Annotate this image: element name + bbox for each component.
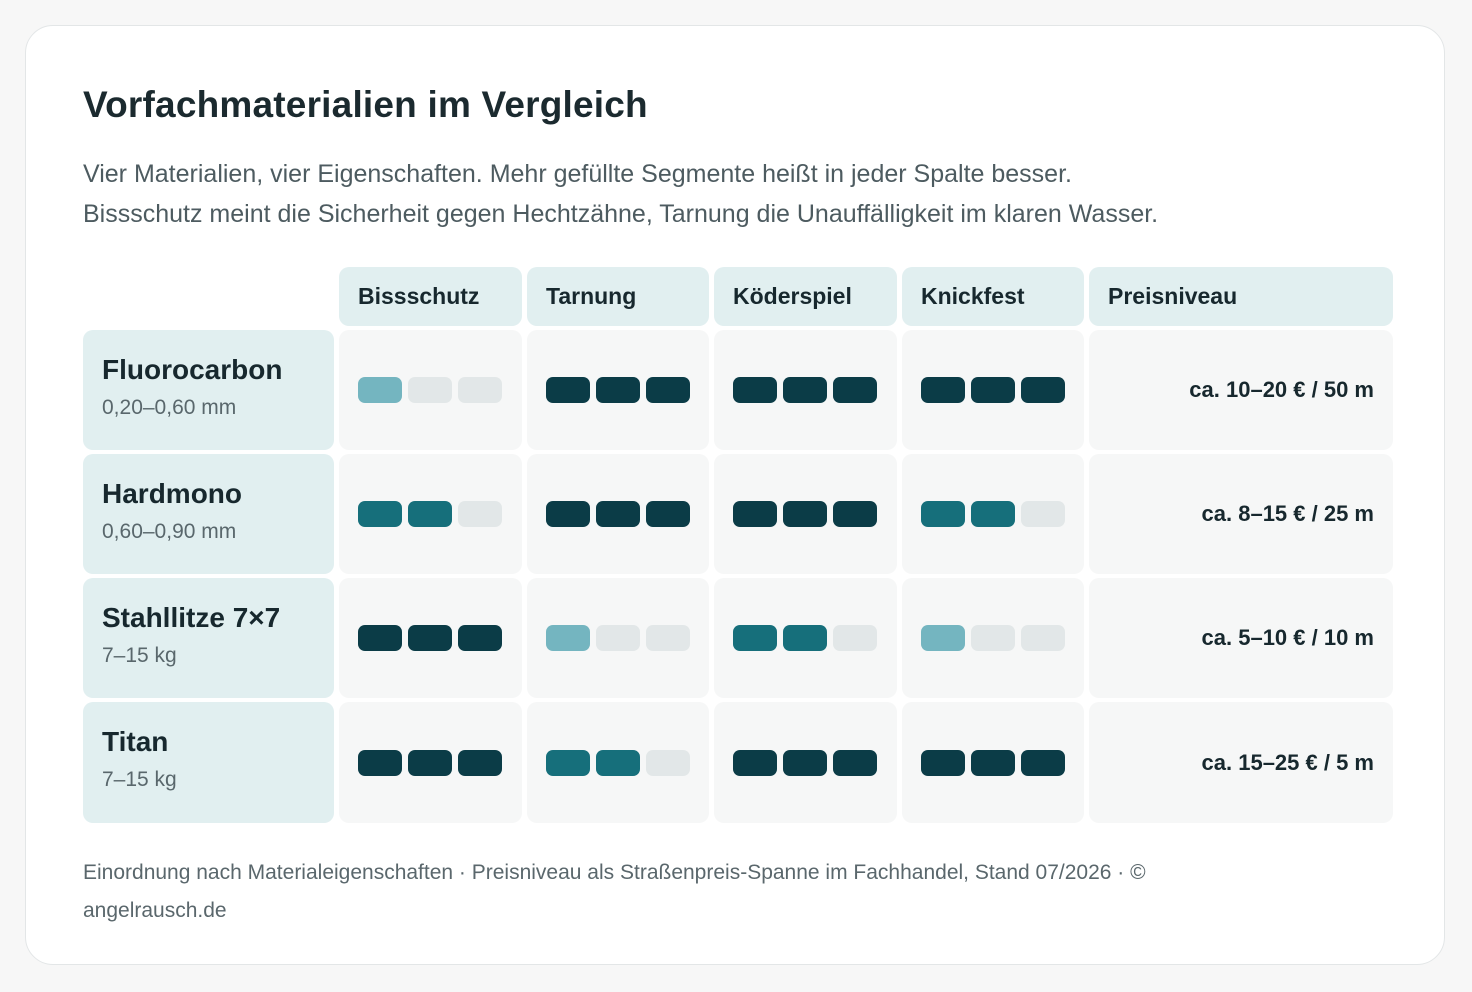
row-label: Hardmono 0,60–0,90 mm	[83, 454, 334, 574]
rating-segment-filled	[458, 625, 502, 651]
column-header: Köderspiel	[714, 267, 897, 326]
rating-cell	[902, 702, 1084, 823]
rating-cell	[339, 454, 522, 574]
subtitle-line: Vier Materialien, vier Eigenschaften. Me…	[83, 160, 1072, 188]
rating-segment-filled	[971, 501, 1015, 527]
rating-segment-filled	[733, 625, 777, 651]
rating-cell	[339, 702, 522, 823]
column-header: Bissschutz	[339, 267, 522, 326]
rating-segment-empty	[646, 625, 690, 651]
rating-segment-filled	[358, 625, 402, 651]
rating-segment-filled	[921, 749, 965, 776]
rating-segment-filled	[833, 749, 877, 776]
price-value: ca. 15–25 € / 5 m	[1089, 702, 1393, 823]
rating-segment-empty	[1021, 501, 1065, 527]
rating-segment-filled	[408, 625, 452, 651]
column-header: Knickfest	[902, 267, 1084, 326]
material-name: Titan	[102, 726, 169, 757]
rating-segment-filled	[358, 377, 402, 403]
rating-segment-filled	[646, 501, 690, 527]
comparison-card: Vorfachmaterialien im Vergleich Vier Mat…	[25, 25, 1445, 965]
rating-segment-filled	[358, 501, 402, 527]
subtitle-line: Bissschutz meint die Sicherheit gegen He…	[83, 200, 1159, 228]
rating-cell	[902, 454, 1084, 574]
rating-cell	[902, 578, 1084, 698]
rating-cell	[902, 330, 1084, 450]
column-header: Tarnung	[527, 267, 709, 326]
rating-segment-empty	[646, 749, 690, 776]
rating-cell	[339, 578, 522, 698]
corner-cell	[83, 267, 334, 326]
rating-segment-filled	[921, 377, 965, 403]
rating-segment-empty	[408, 377, 452, 403]
rating-segment-filled	[546, 625, 590, 651]
rating-cell	[527, 330, 709, 450]
material-spec: 0,60–0,90 mm	[102, 520, 237, 543]
rating-cell	[527, 578, 709, 698]
comparison-table: Bissschutz Tarnung Köderspiel Knickfest Prei…	[83, 267, 1393, 823]
rating-segment-filled	[733, 377, 777, 403]
rating-cell	[714, 454, 897, 574]
material-spec: 7–15 kg	[102, 644, 177, 667]
rating-segment-filled	[546, 749, 590, 776]
rating-segment-filled	[596, 377, 640, 403]
rating-segment-filled	[596, 749, 640, 776]
material-name: Fluorocarbon	[102, 354, 283, 385]
price-value: ca. 5–10 € / 10 m	[1089, 578, 1393, 698]
rating-segment-filled	[1021, 377, 1065, 403]
rating-segment-filled	[783, 749, 827, 776]
rating-segment-filled	[921, 625, 965, 651]
column-header: Preisniveau	[1089, 267, 1393, 326]
subtitle: Vier Materialien, vier Eigenschaften. Me…	[83, 154, 1158, 234]
material-spec: 7–15 kg	[102, 768, 177, 791]
material-name: Stahllitze 7×7	[102, 602, 281, 633]
material-name: Hardmono	[102, 478, 242, 509]
rating-segment-filled	[408, 501, 452, 527]
rating-segment-filled	[971, 377, 1015, 403]
row-label: Stahllitze 7×7 7–15 kg	[83, 578, 334, 698]
rating-segment-empty	[458, 377, 502, 403]
rating-segment-filled	[408, 749, 452, 776]
rating-cell	[527, 702, 709, 823]
rating-segment-filled	[596, 501, 640, 527]
rating-segment-filled	[733, 501, 777, 527]
rating-cell	[714, 702, 897, 823]
rating-segment-filled	[833, 377, 877, 403]
row-label: Fluorocarbon 0,20–0,60 mm	[83, 330, 334, 450]
rating-segment-filled	[358, 749, 402, 776]
price-value: ca. 8–15 € / 25 m	[1089, 454, 1393, 574]
rating-segment-filled	[458, 749, 502, 776]
rating-segment-filled	[833, 501, 877, 527]
footer-note: Einordnung nach Materialeigenschaften · …	[83, 861, 1146, 922]
rating-segment-filled	[733, 749, 777, 776]
rating-segment-filled	[921, 501, 965, 527]
row-label: Titan 7–15 kg	[83, 702, 334, 823]
rating-segment-empty	[458, 501, 502, 527]
rating-segment-filled	[783, 625, 827, 651]
rating-segment-empty	[971, 625, 1015, 651]
rating-segment-filled	[646, 377, 690, 403]
rating-segment-empty	[596, 625, 640, 651]
rating-cell	[714, 578, 897, 698]
rating-segment-empty	[833, 625, 877, 651]
rating-segment-filled	[546, 501, 590, 527]
rating-cell	[527, 454, 709, 574]
rating-segment-filled	[971, 749, 1015, 776]
rating-cell	[339, 330, 522, 450]
rating-cell	[714, 330, 897, 450]
rating-segment-filled	[783, 501, 827, 527]
price-value: ca. 10–20 € / 50 m	[1089, 330, 1393, 450]
rating-segment-filled	[546, 377, 590, 403]
rating-segment-filled	[783, 377, 827, 403]
material-spec: 0,20–0,60 mm	[102, 396, 237, 419]
rating-segment-filled	[1021, 749, 1065, 776]
rating-segment-empty	[1021, 625, 1065, 651]
page-title: Vorfachmaterialien im Vergleich	[83, 84, 648, 125]
